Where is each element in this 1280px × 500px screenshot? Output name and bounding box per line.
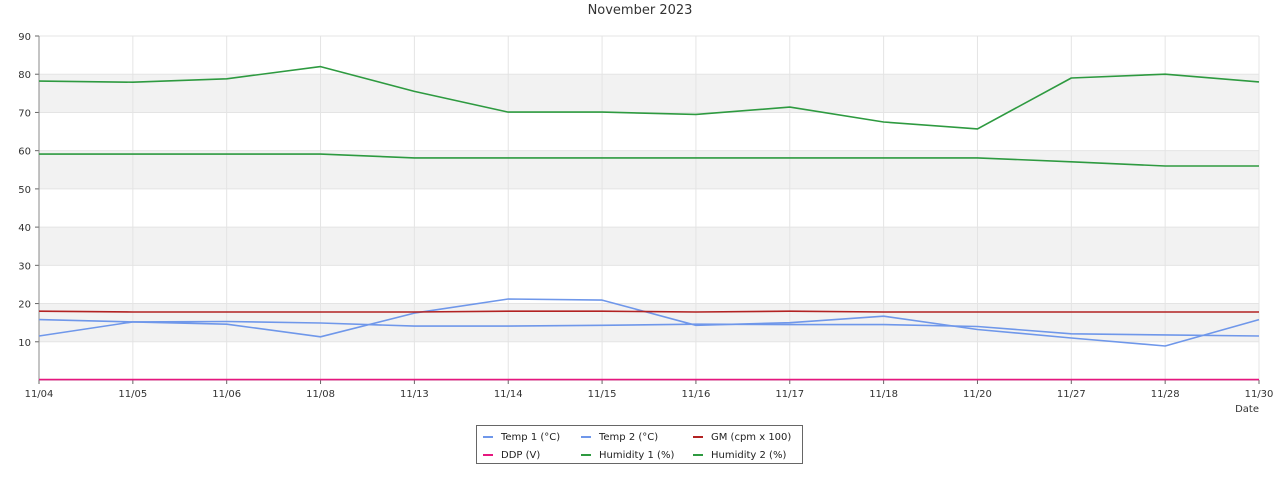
- y-tick-label: 40: [18, 223, 31, 234]
- x-tick-label: 11/13: [400, 389, 429, 400]
- legend-label: GM (cpm x 100): [711, 431, 792, 443]
- y-tick-label: 20: [18, 300, 31, 311]
- series-line-5: [38, 65, 1260, 130]
- legend-item: Temp 2 (°C): [581, 430, 693, 444]
- x-tick-label: 11/06: [212, 389, 241, 400]
- y-tick-label: 80: [18, 70, 31, 81]
- grid-band: [39, 303, 1259, 342]
- y-tick-label: 30: [18, 261, 31, 272]
- legend-item: GM (cpm x 100): [693, 430, 797, 444]
- x-tick-label: 11/30: [1245, 389, 1274, 400]
- x-tick-label: 11/05: [118, 389, 147, 400]
- grid-band: [39, 74, 1259, 113]
- x-tick-label: 11/08: [306, 389, 335, 400]
- series-line-6: [39, 153, 1259, 167]
- legend-swatch: [483, 436, 493, 438]
- x-tick-label: 11/18: [869, 389, 898, 400]
- chart-legend: Temp 1 (°C) Temp 2 (°C) GM (cpm x 100) DDP …: [476, 425, 803, 464]
- x-tick-label: 11/20: [963, 389, 992, 400]
- x-tick-label: 11/27: [1057, 389, 1086, 400]
- legend-swatch: [581, 436, 591, 438]
- legend-swatch: [693, 454, 703, 456]
- y-tick-label: 50: [18, 185, 31, 196]
- chart-title: November 2023: [587, 3, 693, 18]
- x-tick-label: 11/14: [494, 389, 523, 400]
- legend-item: Humidity 1 (%): [581, 448, 693, 462]
- x-axis-label: Date: [1235, 404, 1259, 415]
- y-tick-label: 70: [18, 108, 31, 119]
- legend-label: DDP (V): [501, 449, 541, 461]
- grid-band: [39, 150, 1259, 189]
- legend-swatch: [581, 454, 591, 456]
- legend-item: Humidity 2 (%): [693, 448, 797, 462]
- x-tick-label: 11/28: [1151, 389, 1180, 400]
- x-tick-label: 11/16: [682, 389, 711, 400]
- y-tick-label: 60: [18, 147, 31, 158]
- y-tick-label: 90: [18, 32, 31, 43]
- legend-label: Temp 1 (°C): [501, 431, 561, 443]
- x-tick-label: 11/04: [25, 389, 54, 400]
- grid-band: [39, 227, 1259, 266]
- legend-label: Temp 2 (°C): [599, 431, 659, 443]
- grid-bands: [39, 74, 1259, 342]
- legend-swatch: [693, 436, 703, 438]
- series-layer: [38, 65, 1260, 381]
- series-line-3: [38, 310, 1259, 313]
- legend-swatch: [483, 454, 493, 456]
- legend-item: Temp 1 (°C): [483, 430, 581, 444]
- x-tick-label: 11/15: [588, 389, 617, 400]
- legend-label: Humidity 2 (%): [711, 449, 787, 461]
- legend-label: Humidity 1 (%): [599, 449, 675, 461]
- series-line-1: [38, 320, 1260, 337]
- y-tick-label: 10: [18, 338, 31, 349]
- series-line-2: [38, 298, 1260, 347]
- tick-labels: 10 20 30 40 50 60 70 80 90 11/04 11/05 11/06 11/08 11…: [18, 32, 1273, 400]
- legend-item: DDP (V): [483, 448, 581, 462]
- x-tick-label: 11/17: [775, 389, 804, 400]
